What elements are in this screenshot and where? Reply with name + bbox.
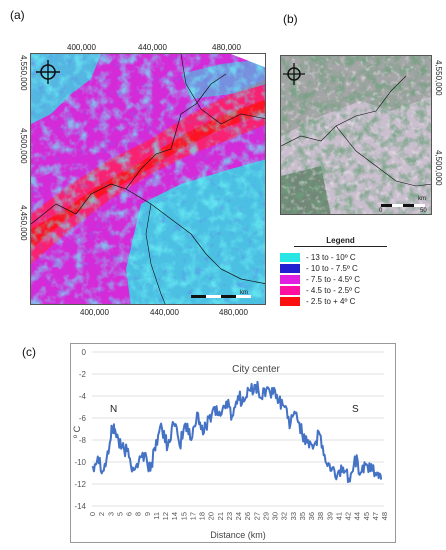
x-tick-label: 12	[161, 512, 170, 520]
x-tick-label: 20	[207, 512, 216, 520]
x-tick-label: 14	[170, 512, 179, 520]
panel-a-map-svg	[31, 54, 265, 304]
x-tick-label: 35	[298, 512, 307, 520]
map-boundary-line-3	[145, 203, 166, 304]
legend-item-label: - 10 to - 7.5º C	[306, 264, 358, 273]
panel-a-scale-bar	[191, 295, 251, 298]
x-tick-label: 27	[252, 512, 261, 520]
legend-item: - 2.5 to + 4º C	[280, 296, 372, 307]
legend-item: - 13 to - 10º C	[280, 252, 372, 263]
y-tick-label: -10	[74, 458, 86, 467]
panel-b-scale-tick-0: 0	[379, 208, 383, 214]
x-tick-label: 44	[353, 512, 362, 520]
x-tick-label: 23	[225, 512, 234, 520]
x-tick-label: 42	[344, 512, 353, 520]
panel-b-image-svg	[281, 56, 431, 214]
chart-y-axis-label: º C	[72, 425, 82, 438]
x-tick-label: 21	[216, 512, 225, 520]
panel-a-temperature-map	[30, 53, 266, 305]
x-tick-label: 26	[243, 512, 252, 520]
map-boundary-line-4	[180, 54, 265, 125]
y-tick-label: -14	[74, 502, 86, 511]
chart-grid	[92, 351, 384, 507]
panel-a-x-tick-top-3: 480,000	[212, 43, 241, 52]
x-tick-label: 2	[97, 512, 106, 516]
x-tick-label: 32	[280, 512, 289, 520]
panel-a-x-tick-top-1: 400,000	[67, 43, 96, 52]
x-tick-label: 33	[289, 512, 298, 520]
legend-items: - 13 to - 10º C - 10 to - 7.5º C - 7.5 to …	[280, 252, 372, 307]
x-tick-label: 38	[316, 512, 325, 520]
legend-item: - 4.5 to - 2.5º C	[280, 285, 372, 296]
x-tick-label: 29	[261, 512, 270, 520]
panel-c-label: (c)	[22, 345, 36, 359]
map-boundary-line-1	[31, 73, 227, 225]
y-tick-label: -6	[79, 414, 87, 423]
legend-swatch	[280, 264, 300, 273]
x-tick-label: 6	[125, 512, 134, 516]
panel-b-north-arrow-icon	[283, 63, 305, 85]
panel-a-x-tick-bottom-1: 400,000	[80, 308, 109, 317]
x-tick-label: 0	[88, 512, 97, 516]
chart-annotation-south: S	[352, 404, 359, 415]
x-tick-label: 18	[198, 512, 207, 520]
y-tick-label: -2	[79, 370, 87, 379]
chart-y-ticks: 0 -2 -4 -6 -8 -10 -12 -14	[74, 348, 86, 511]
y-tick-label: -12	[74, 480, 86, 489]
satellite-texture-light	[281, 56, 431, 214]
chart-annotation-north: N	[110, 404, 117, 415]
x-tick-label: 8	[134, 512, 143, 516]
legend: Legend - 13 to - 10º C- 10 to - 7.5º C- …	[280, 236, 387, 307]
x-tick-label: 15	[179, 512, 188, 520]
map-blue-texture	[31, 54, 265, 304]
legend-swatch	[280, 275, 300, 284]
panel-b-satellite-image	[280, 55, 432, 215]
legend-swatch	[280, 297, 300, 306]
panel-a-x-tick-bottom-2: 440,000	[150, 308, 179, 317]
chart-x-ticks: 0 2 3 5 6 8 9 11 12 14 15 17 18 20 21 23 24 26 27 29 30 32 33 3…	[88, 512, 389, 520]
x-tick-label: 9	[143, 512, 152, 516]
chart-x-axis-label: Distance (km)	[210, 530, 266, 540]
x-tick-label: 11	[152, 512, 161, 520]
chart-annotation-city-center: City center	[232, 364, 280, 375]
panel-b-scale-bar	[381, 204, 425, 207]
legend-item-label: - 13 to - 10º C	[306, 253, 356, 262]
legend-item-label: - 4.5 to - 2.5º C	[306, 286, 361, 295]
x-tick-label: 36	[307, 512, 316, 520]
legend-swatch	[280, 286, 300, 295]
satellite-boundary-2	[335, 125, 431, 187]
y-tick-label: -8	[79, 436, 87, 445]
x-tick-label: 5	[115, 512, 124, 516]
map-boundary-line-2	[125, 188, 265, 284]
legend-title: Legend	[294, 236, 387, 247]
panel-a-label: (a)	[10, 8, 25, 22]
x-tick-label: 3	[106, 512, 115, 516]
panel-a-x-tick-top-2: 440,000	[138, 43, 167, 52]
panel-c-chart-frame	[70, 343, 396, 543]
panel-a-north-arrow-icon	[36, 60, 60, 84]
x-tick-label: 30	[271, 512, 280, 520]
panel-b-scale-tick-50: 50	[420, 208, 427, 214]
y-tick-label: 0	[82, 348, 87, 357]
panel-a-x-tick-bottom-3: 480,000	[219, 308, 248, 317]
x-tick-label: 41	[334, 512, 343, 520]
legend-item-label: - 7.5 to - 4.5º C	[306, 275, 361, 284]
satellite-boundary-1	[281, 75, 407, 147]
legend-swatch	[280, 253, 300, 262]
legend-item: - 10 to - 7.5º C	[280, 263, 372, 274]
x-tick-label: 17	[188, 512, 197, 520]
x-tick-label: 24	[234, 512, 243, 520]
panel-b-scale-label: km	[418, 196, 426, 202]
temperature-profile-line	[91, 380, 383, 484]
y-tick-label: -4	[79, 392, 87, 401]
x-tick-label: 47	[371, 512, 380, 520]
x-tick-label: 48	[380, 512, 389, 520]
legend-item: - 7.5 to - 4.5º C	[280, 274, 372, 285]
panel-a-scale-label: km	[240, 290, 248, 296]
panel-b-label: (b)	[283, 12, 298, 26]
x-tick-label: 45	[362, 512, 371, 520]
legend-item-label: - 2.5 to + 4º C	[306, 297, 356, 306]
x-tick-label: 39	[325, 512, 334, 520]
